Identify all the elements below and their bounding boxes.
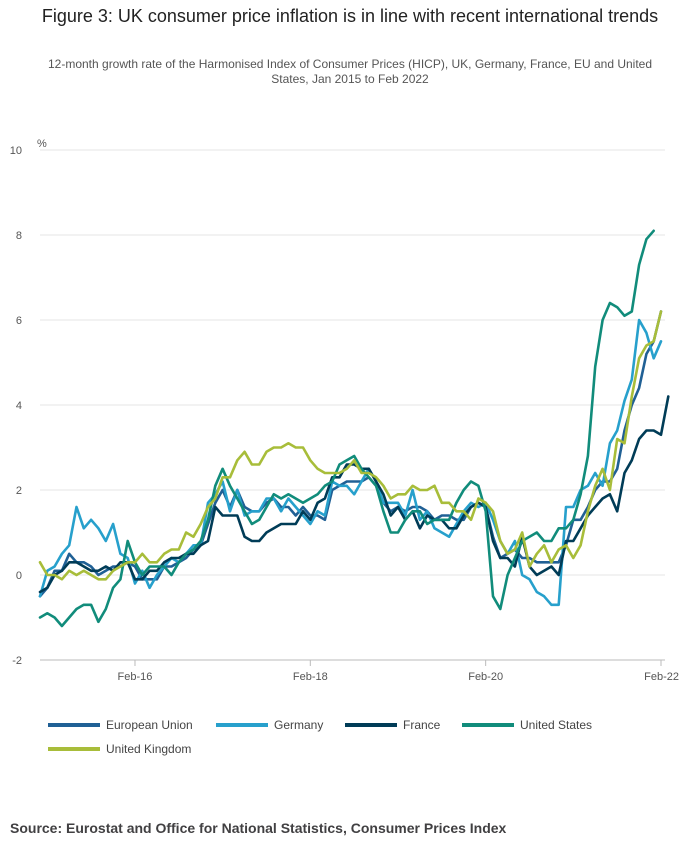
series-line-france[interactable] [38, 395, 670, 594]
y-tick-label: 4 [16, 400, 22, 412]
x-tick-label: Feb-18 [293, 671, 328, 683]
y-tick-label: -2 [12, 655, 22, 667]
legend-label: United Kingdom [106, 742, 192, 756]
y-axis-label: % [37, 138, 47, 150]
x-tick-label: Feb-20 [468, 671, 503, 683]
y-tick-label: 8 [16, 230, 22, 242]
series-lines [38, 229, 670, 628]
y-tick-label: 2 [16, 485, 22, 497]
y-tick-label: 10 [10, 145, 22, 157]
legend-label: European Union [106, 718, 193, 732]
legend-label: United States [520, 718, 593, 732]
series-line-united-states[interactable] [38, 229, 656, 628]
legend-label: France [403, 718, 441, 732]
x-tick-label: Feb-16 [118, 671, 153, 683]
legend-swatch [48, 747, 100, 751]
source-note: Source: Eurostat and Office for National… [10, 820, 507, 836]
legend-swatch [462, 723, 514, 727]
legend-swatch [48, 723, 100, 727]
chart-subtitle: 12-month growth rate of the Harmonised I… [47, 57, 653, 86]
legend-swatch [345, 723, 397, 727]
y-tick-label: 6 [16, 315, 22, 327]
legend-label: Germany [274, 718, 324, 732]
x-tick-label: Feb-22 [644, 671, 679, 683]
series-line-united-kingdom[interactable] [38, 310, 663, 581]
chart-title: Figure 3: UK consumer price inflation is… [41, 6, 659, 26]
axes: 10 8 6 4 2 0 -2% Feb-16 Feb-18 Feb-20 Feb-22 [10, 138, 679, 683]
line-chart: 10 8 6 4 2 0 -2% Feb-16 Feb-18 Feb-20 Feb-22 [10, 138, 679, 683]
y-tick-label: 0 [16, 570, 22, 582]
legend-swatch [216, 723, 268, 727]
